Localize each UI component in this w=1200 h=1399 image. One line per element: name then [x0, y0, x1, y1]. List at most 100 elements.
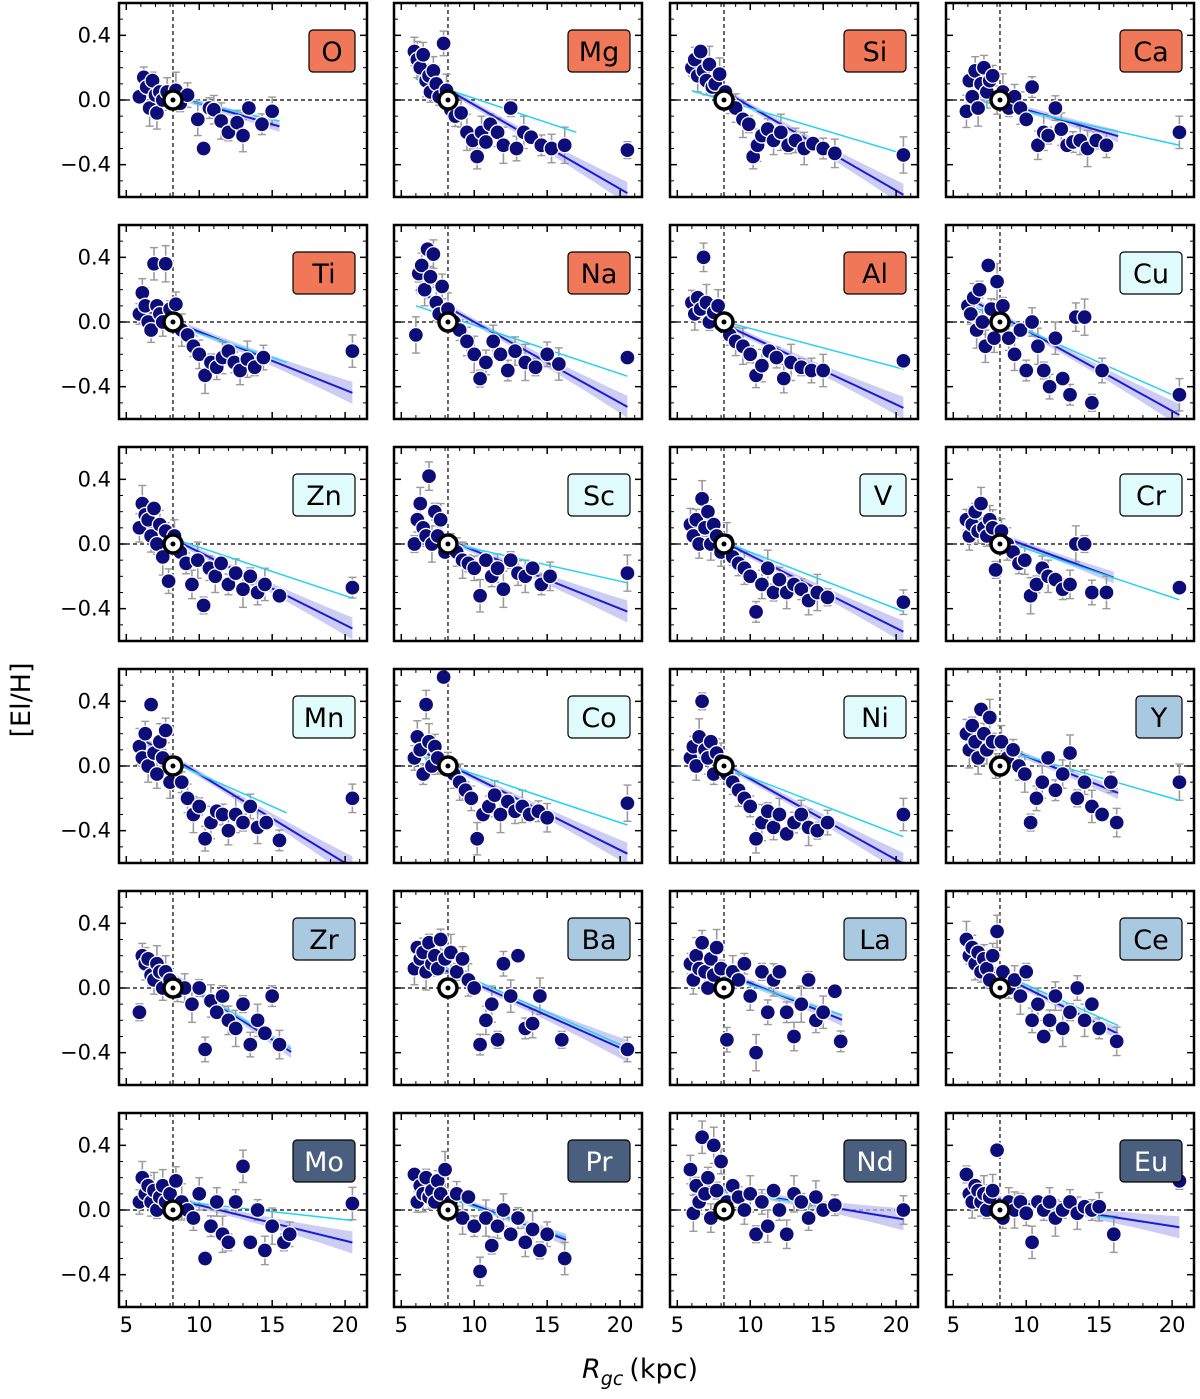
y-tick-label: 0.4	[78, 689, 111, 713]
data-point	[458, 333, 476, 350]
element-label-box	[292, 695, 356, 739]
data-point	[753, 963, 771, 980]
panel-plot-area	[119, 447, 367, 641]
fit-confidence-band	[691, 742, 904, 863]
data-point	[1023, 78, 1041, 96]
data-point	[826, 983, 843, 1000]
sun-marker-center	[997, 319, 1003, 325]
panel-la: La	[668, 889, 920, 1087]
element-label-box	[843, 1139, 907, 1183]
data-point	[1018, 362, 1035, 379]
data-point	[208, 1193, 225, 1211]
data-point	[508, 140, 525, 157]
data-point	[747, 1044, 765, 1061]
data-point	[157, 255, 174, 272]
data-point	[1076, 774, 1093, 791]
data-point	[208, 1004, 225, 1021]
data-point	[195, 597, 212, 614]
y-tick-label: −0.4	[60, 819, 111, 843]
data-point	[422, 268, 439, 285]
data-point	[747, 1226, 765, 1243]
data-point	[1171, 124, 1188, 141]
data-point	[191, 798, 208, 815]
data-point	[736, 955, 753, 972]
data-point	[1076, 308, 1093, 326]
panel-plot-area	[946, 3, 1194, 197]
panel-plot-area	[946, 447, 1194, 641]
data-point	[1006, 346, 1023, 363]
data-point	[1022, 814, 1039, 831]
data-point	[509, 1209, 527, 1227]
element-label: Al	[862, 259, 888, 290]
data-point	[759, 1004, 776, 1021]
x-tick-label: 5	[395, 1313, 408, 1337]
panel-plot-area	[670, 1113, 918, 1307]
data-point	[1054, 1020, 1071, 1037]
panel-plot-area	[670, 3, 918, 197]
data-point	[742, 346, 759, 363]
data-point	[415, 46, 432, 63]
element-label-box	[567, 29, 631, 73]
data-point	[708, 1182, 725, 1199]
x-tick-label: 10	[737, 1313, 764, 1337]
data-point	[985, 330, 1003, 347]
element-label: Ca	[1133, 37, 1168, 68]
data-point	[469, 148, 486, 165]
data-point	[242, 798, 259, 815]
data-point	[483, 996, 500, 1013]
element-label-box	[843, 251, 907, 295]
data-point	[1076, 535, 1093, 553]
data-point	[196, 1250, 214, 1267]
data-point	[819, 814, 836, 831]
x-axis-title-unit: (kpc)	[629, 1354, 698, 1385]
data-point	[815, 362, 832, 379]
panel-plot-area	[946, 669, 1194, 863]
data-point	[1041, 1193, 1058, 1211]
x-tick-label: 15	[534, 1313, 561, 1337]
element-label-box	[859, 473, 907, 517]
sun-marker-center	[997, 763, 1003, 769]
data-point	[471, 370, 489, 387]
data-point	[234, 1158, 252, 1175]
data-point	[693, 1129, 711, 1146]
panel-si: Si	[668, 1, 920, 199]
element-label: Zr	[309, 925, 339, 956]
data-point	[692, 43, 709, 60]
data-point	[1035, 362, 1052, 379]
data-point	[1023, 313, 1041, 331]
data-point	[167, 1172, 185, 1190]
y-tick-label: 0.0	[78, 754, 111, 778]
data-point	[499, 362, 516, 379]
data-point	[486, 786, 503, 804]
data-point	[477, 354, 495, 371]
data-point	[258, 814, 275, 831]
data-point	[531, 1242, 549, 1259]
data-point	[1047, 782, 1064, 799]
sun-marker-center	[445, 763, 451, 769]
data-point	[688, 757, 705, 775]
data-point	[778, 825, 795, 843]
sun-marker-center	[445, 985, 451, 991]
panel-plot-area	[119, 1113, 367, 1307]
data-point	[1054, 765, 1071, 783]
data-point	[502, 552, 519, 569]
data-point	[972, 495, 990, 512]
data-point	[1076, 1012, 1093, 1029]
element-label: Mo	[304, 1147, 344, 1178]
panel-ba: Ba	[392, 889, 644, 1087]
data-point	[693, 693, 711, 710]
data-point	[771, 806, 788, 823]
panels-grid: −0.4 0.0 0.4 O Mg Si Ca −0.4 0.0 0.4 Ti Na Al Cu −0.4 0…	[60, 1, 1196, 1337]
data-point	[895, 594, 912, 611]
data-point	[800, 1209, 817, 1227]
sun-marker-center	[445, 319, 451, 325]
data-point	[962, 305, 979, 323]
data-point	[1018, 111, 1035, 128]
data-point	[469, 830, 486, 847]
panel-ni: Ni	[668, 667, 920, 865]
data-point	[191, 1185, 208, 1202]
data-point	[502, 99, 519, 117]
data-point	[227, 1193, 244, 1211]
panel-cu: Cu	[944, 223, 1196, 421]
data-point	[988, 273, 1006, 290]
